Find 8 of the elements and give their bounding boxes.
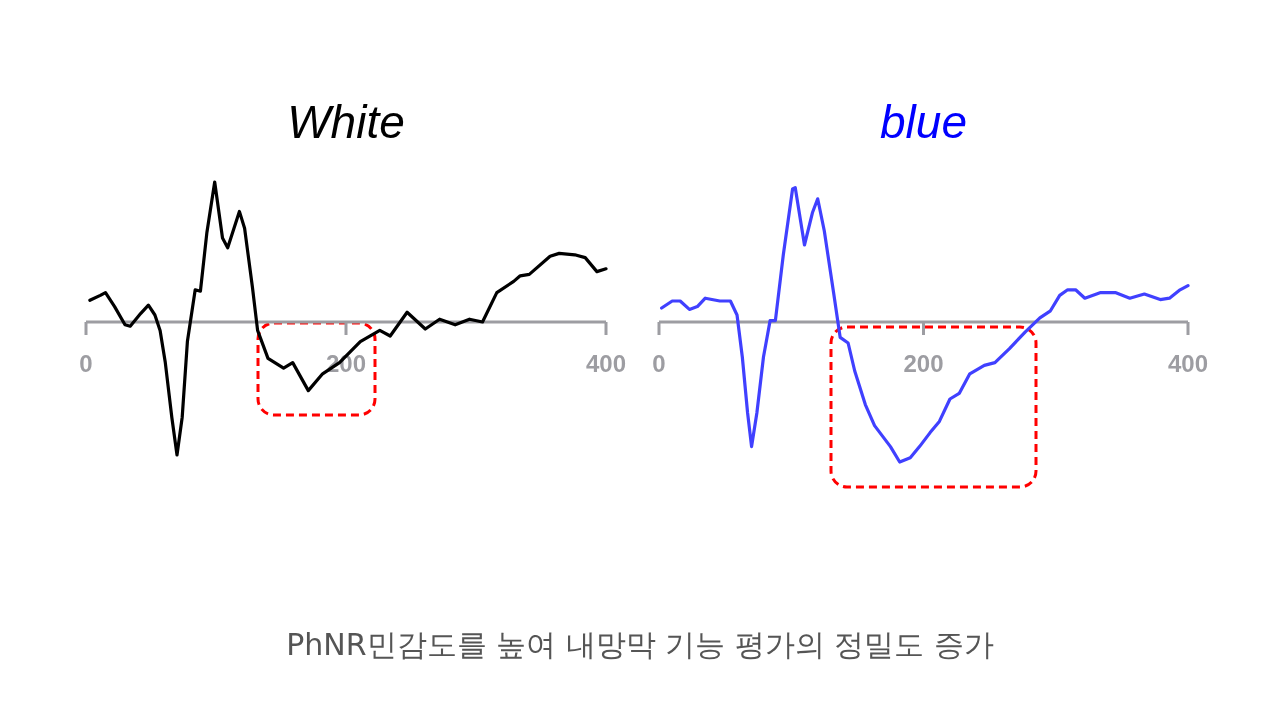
chart-title: blue bbox=[880, 96, 967, 148]
chart-title: White bbox=[287, 96, 405, 148]
text: PhNR민감도를 높여 내망막 기능 평가의 정밀도 증가 bbox=[286, 627, 994, 662]
x-tick-label: 400 bbox=[585, 350, 627, 377]
x-tick-label: 200 bbox=[903, 350, 944, 377]
x-tick-label: 0 bbox=[79, 350, 93, 377]
x-tick-label: 0 bbox=[652, 350, 666, 377]
x-tick-label: 400 bbox=[1167, 350, 1209, 377]
